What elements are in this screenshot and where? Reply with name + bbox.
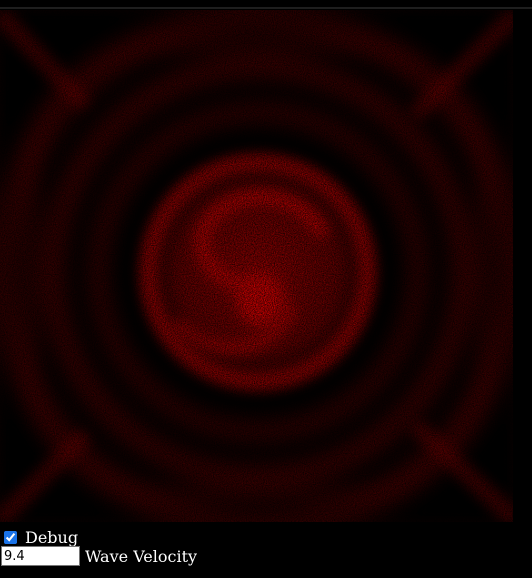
controls-panel: Debug Wave Velocity	[0, 525, 532, 578]
debug-row: Debug	[4, 527, 79, 547]
wave-canvas[interactable]	[0, 10, 513, 522]
debug-label[interactable]: Debug	[25, 527, 79, 547]
debug-checkbox[interactable]	[4, 530, 17, 544]
wave-velocity-input[interactable]	[1, 546, 80, 566]
top-bar	[0, 0, 532, 10]
wave-velocity-label: Wave Velocity	[85, 546, 198, 566]
wave-simulation-graphic	[0, 10, 513, 522]
wave-velocity-row: Wave Velocity	[1, 545, 197, 567]
